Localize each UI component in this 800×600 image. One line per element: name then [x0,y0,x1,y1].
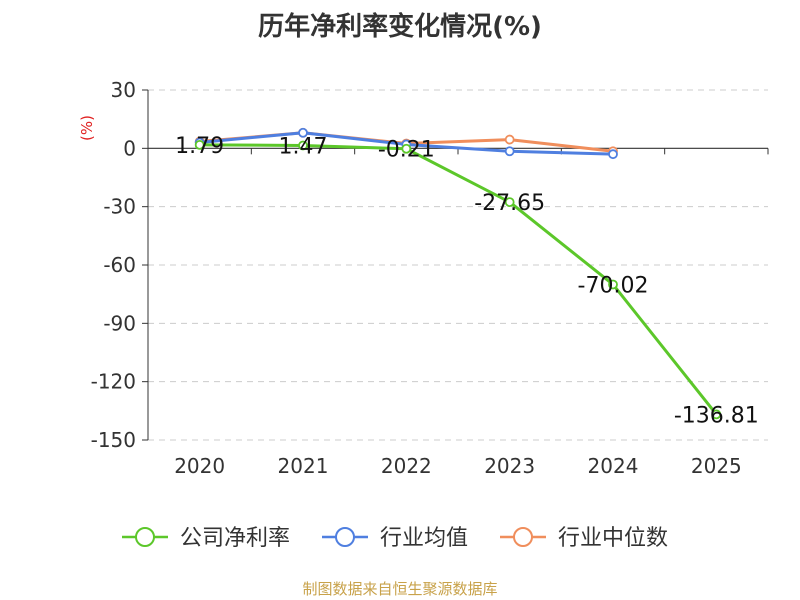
x-tick-label: 2024 [588,454,639,478]
legend-label: 公司净利率 [180,526,290,551]
legend-item: 行业均值 [322,526,468,551]
data-label: -70.02 [578,273,649,298]
data-point [608,149,618,160]
data-label: 1.47 [279,134,328,159]
data-point [504,197,515,207]
data-point [298,127,308,138]
series-line [199,143,718,416]
data-point [504,146,515,157]
y-axis-label: (%) [78,115,96,141]
y-tick-label: -90 [103,311,136,335]
data-label: -0.21 [378,138,435,163]
source-footer: 制图数据来自恒生聚源数据库 [302,580,498,598]
data-point [504,134,515,145]
legend-marker [135,527,155,547]
chart-title: 历年净利率变化情况(%) [258,12,542,42]
legend-label: 行业均值 [380,526,468,551]
data-label: -27.65 [474,191,545,216]
y-tick-label: 0 [123,136,136,160]
data-point [194,139,205,150]
y-tick-label: -150 [91,428,136,452]
legend-label: 行业中位数 [558,526,668,551]
data-label-layer: 1.79 1.47 -0.21 -27.65 -70.02 -136.81 [175,134,759,429]
legend-marker [335,527,355,547]
legend-item: 行业中位数 [500,526,668,551]
y-tick-label: -30 [103,195,136,219]
grid-layer [148,89,768,441]
axis-layer: 30 0 -30 -60 -90 -120 -150 2020 2021 2022 2023 2024… [78,78,769,478]
legend-marker [513,527,533,547]
x-tick-label: 2025 [691,454,742,478]
x-tick-label: 2021 [278,454,329,478]
data-point [401,143,412,154]
data-point [608,279,618,290]
series-layer [194,127,722,420]
legend-item: 公司净利率 [122,526,290,551]
x-tick-label: 2022 [381,454,432,478]
y-tick-label: 30 [111,78,136,102]
y-tick-label: -120 [91,370,136,394]
legend: 公司净利率 行业均值 行业中位数 [122,526,668,551]
data-label: 1.79 [175,134,224,159]
data-label: -136.81 [674,403,759,428]
data-point [711,409,722,420]
data-point [298,140,308,151]
x-tick-label: 2020 [174,454,225,478]
x-tick-label: 2023 [484,454,535,478]
y-tick-label: -60 [103,253,136,277]
